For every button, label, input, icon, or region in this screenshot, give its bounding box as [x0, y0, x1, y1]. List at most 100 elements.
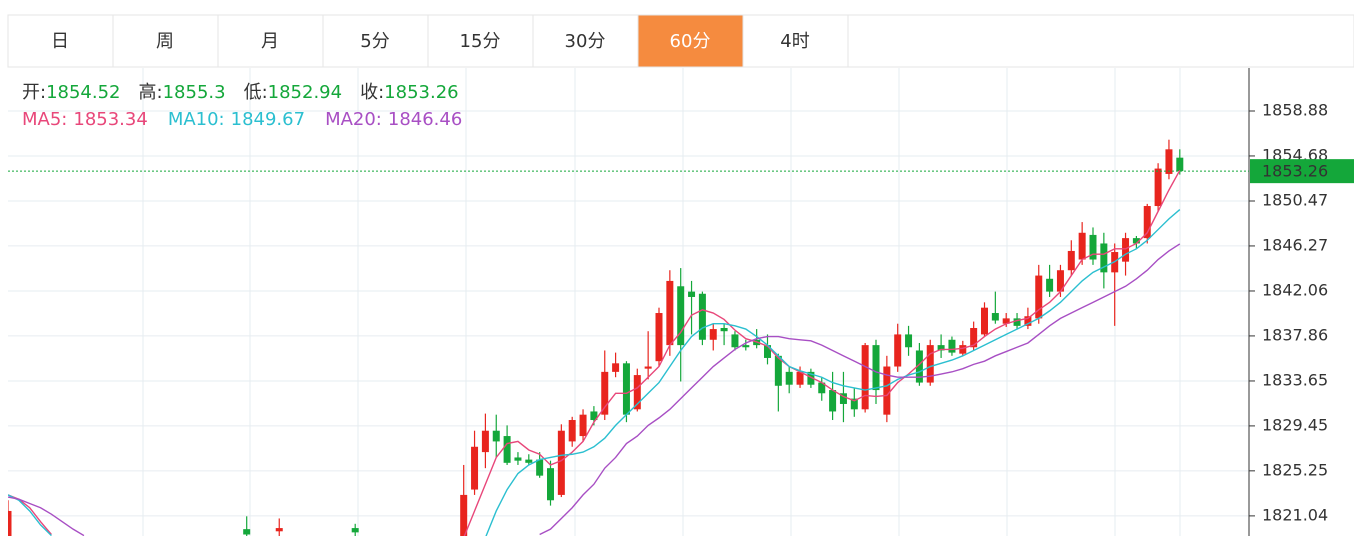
candle-body — [1035, 275, 1043, 319]
candle-body — [275, 528, 283, 532]
tab-label[interactable]: 日 — [51, 31, 69, 52]
candle-body — [1176, 157, 1184, 172]
candle-body — [937, 345, 945, 351]
candle-body — [742, 345, 750, 348]
candle-body — [622, 363, 630, 415]
candle-body — [666, 280, 674, 346]
tab-label[interactable]: 15分 — [460, 31, 501, 52]
candle-body — [633, 375, 641, 410]
y-tick-label: 1842.06 — [1262, 280, 1328, 299]
candle-body — [883, 366, 891, 415]
candle-body — [1024, 316, 1032, 326]
candle-body — [568, 420, 576, 442]
tab-label[interactable]: 5分 — [360, 31, 389, 52]
y-tick-label: 1821.04 — [1262, 505, 1328, 524]
candle-body — [981, 307, 988, 335]
candle-body — [1122, 238, 1130, 262]
tab-label[interactable]: 月 — [261, 31, 279, 52]
candle-body — [731, 334, 739, 348]
legend-label: MA10: — [168, 109, 225, 130]
ohlc-value: 1854.52 — [46, 82, 120, 103]
ohlc-label: 收: — [360, 82, 384, 103]
candle-body — [1013, 318, 1021, 326]
candle-body — [1165, 149, 1173, 174]
legend-label: MA20: — [325, 109, 382, 130]
y-tick-label: 1858.88 — [1262, 101, 1328, 120]
candle-body — [536, 459, 544, 476]
tab[interactable] — [427, 14, 534, 68]
candle-body — [1143, 206, 1151, 239]
ma-line — [8, 209, 1181, 536]
candle-body — [905, 334, 913, 348]
y-tick-label: 1825.25 — [1262, 460, 1328, 479]
legend-value: 1849.67 — [231, 109, 305, 130]
tab[interactable] — [217, 14, 324, 68]
last-price-box — [1250, 159, 1354, 184]
tab[interactable] — [742, 14, 849, 68]
grid — [8, 68, 1249, 536]
candle-body — [948, 339, 956, 353]
tab[interactable] — [532, 14, 639, 68]
candle-body — [709, 329, 717, 340]
candle-body — [1067, 250, 1075, 271]
candle-body — [590, 411, 598, 421]
tab-label[interactable]: 30分 — [565, 31, 606, 52]
candle-body — [1100, 243, 1108, 273]
tab-label[interactable]: 周 — [156, 31, 174, 52]
candle-body — [796, 371, 804, 385]
candle-body — [1132, 238, 1140, 244]
candle-body — [818, 382, 826, 394]
candle-body — [460, 494, 468, 536]
ohlc-label: 高: — [139, 82, 163, 103]
candle-body — [471, 446, 479, 490]
candle-body — [243, 529, 251, 535]
candle-body — [1154, 168, 1162, 207]
tab-label[interactable]: 60分 — [670, 31, 711, 52]
ohlc-label: 开: — [22, 82, 46, 103]
candle-body — [644, 366, 652, 369]
candle-body — [839, 393, 847, 404]
candle-body — [807, 371, 815, 385]
candle-body — [351, 528, 359, 533]
last-price-label: 1853.26 — [1262, 162, 1328, 181]
candle-body — [688, 291, 696, 297]
candle-body — [698, 293, 706, 340]
y-tick-label: 1850.47 — [1262, 190, 1328, 209]
candle-body — [503, 436, 511, 463]
candle-body — [655, 313, 663, 362]
candle-body — [850, 398, 858, 410]
candle-body — [861, 345, 869, 410]
legend-value: 1846.46 — [388, 109, 462, 130]
ma-line — [8, 243, 1181, 536]
candle-body — [1002, 318, 1010, 324]
candle-body — [926, 345, 934, 383]
candle-body — [547, 468, 554, 501]
candle-body — [970, 328, 978, 348]
candle-body — [492, 430, 500, 442]
ohlc-label: 低: — [244, 82, 268, 103]
y-tick-label: 1829.45 — [1262, 415, 1328, 434]
candle-body — [514, 457, 522, 461]
candle-body — [894, 334, 902, 367]
candle-body — [1089, 234, 1097, 260]
candle-body — [829, 390, 837, 412]
candle-body — [601, 371, 609, 415]
tab[interactable] — [112, 14, 219, 68]
candle-body — [8, 510, 12, 536]
candle-body — [557, 430, 565, 495]
candle-body — [991, 313, 999, 321]
candle-body — [612, 363, 620, 372]
tab-label[interactable]: 4时 — [780, 31, 809, 52]
legend-value: 1853.34 — [73, 109, 147, 130]
tab[interactable] — [7, 14, 114, 68]
candle-body — [1056, 270, 1064, 292]
candle-body — [915, 350, 923, 383]
candle-body — [764, 345, 771, 358]
candle-body — [481, 430, 489, 453]
ohlc-value: 1855.3 — [163, 82, 226, 103]
tab[interactable] — [322, 14, 429, 68]
candle-body — [1078, 232, 1086, 260]
candle-body — [785, 371, 793, 385]
y-tick-label: 1833.65 — [1262, 370, 1328, 389]
